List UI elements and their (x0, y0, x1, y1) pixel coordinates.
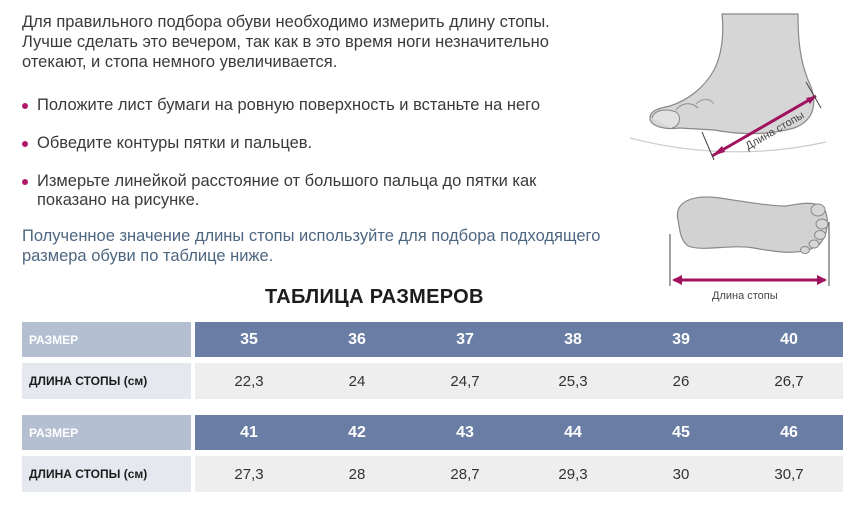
intro-line: отекают, и стопа немного увеличивается. (22, 53, 338, 71)
length-row: ДЛИНА СТОПЫ (см) 22,3 24 24,7 25,3 26 26… (22, 363, 843, 399)
length-cell: 24 (348, 372, 366, 390)
instruction-text: Обведите контуры пятки и пальцев. (37, 134, 313, 152)
instruction-text: Положите лист бумаги на ровную поверхнос… (37, 96, 541, 114)
foot-side-illustration: Длина стопы (629, 13, 827, 161)
size-cell: 43 (456, 423, 474, 441)
bullet-dot-icon (22, 103, 28, 109)
length-row-label: ДЛИНА СТОПЫ (см) (22, 363, 191, 399)
instruction-item: Измерьте линейкой расстояние от большого… (22, 172, 622, 210)
size-row: РАЗМЕР 41 42 43 44 45 46 (22, 415, 843, 450)
note-line: размера обуви по таблице ниже. (22, 247, 274, 265)
intro-line: Лучше сделать это вечером, так как в это… (22, 33, 549, 51)
length-cell: 22,3 (234, 372, 264, 390)
length-cell: 30 (672, 465, 690, 483)
size-cell: 42 (348, 423, 366, 441)
length-row-label: ДЛИНА СТОПЫ (см) (22, 456, 191, 492)
length-cell: 24,7 (450, 372, 480, 390)
sole-length-label: Длина стопы (712, 290, 778, 302)
length-cell: 29,3 (558, 465, 588, 483)
size-row-label: РАЗМЕР (22, 322, 191, 357)
length-cell: 27,3 (234, 465, 264, 483)
intro-text: Для правильного подбора обуви необходимо… (22, 12, 622, 72)
size-table: РАЗМЕР 41 42 43 44 45 46 ДЛИНА СТОПЫ (см… (22, 415, 843, 492)
instruction-item: Положите лист бумаги на ровную поверхнос… (22, 96, 622, 115)
size-cell: 35 (240, 330, 258, 348)
bullet-dot-icon (22, 141, 28, 147)
measure-line-icon (711, 94, 817, 158)
foot-sole-illustration: Длина стопы (669, 196, 830, 302)
size-table: РАЗМЕР 35 36 37 38 39 40 ДЛИНА СТОПЫ (см… (22, 322, 843, 399)
instruction-list: Положите лист бумаги на ровную поверхнос… (22, 96, 622, 210)
length-cell: 28 (348, 465, 366, 483)
note-text: Полученное значение длины стопы использу… (22, 226, 662, 266)
length-cell: 25,3 (558, 372, 588, 390)
size-cell: 40 (780, 330, 798, 348)
length-cell: 26,7 (774, 372, 804, 390)
length-cell: 28,7 (450, 465, 480, 483)
size-cell: 38 (564, 330, 582, 348)
bullet-dot-icon (22, 179, 28, 185)
size-cell: 45 (672, 423, 690, 441)
instruction-text: показано на рисунке. (37, 191, 200, 209)
size-cell: 44 (564, 423, 582, 441)
size-cell: 41 (240, 423, 258, 441)
intro-line: Для правильного подбора обуви необходимо… (22, 13, 550, 31)
length-cell: 26 (672, 372, 690, 390)
length-row: ДЛИНА СТОПЫ (см) 27,3 28 28,7 29,3 30 30… (22, 456, 843, 492)
size-row: РАЗМЕР 35 36 37 38 39 40 (22, 322, 843, 357)
instruction-item: Обведите контуры пятки и пальцев. (22, 134, 622, 153)
length-cell: 30,7 (774, 465, 804, 483)
table-title: ТАБЛИЦА РАЗМЕРОВ (265, 286, 484, 308)
size-cell: 46 (780, 423, 798, 441)
note-line: Полученное значение длины стопы использу… (22, 227, 601, 245)
instruction-text: Измерьте линейкой расстояние от большого… (37, 172, 537, 190)
size-cell: 39 (672, 330, 690, 348)
size-cell: 37 (456, 330, 474, 348)
size-cell: 36 (348, 330, 366, 348)
size-row-label: РАЗМЕР (22, 415, 191, 450)
